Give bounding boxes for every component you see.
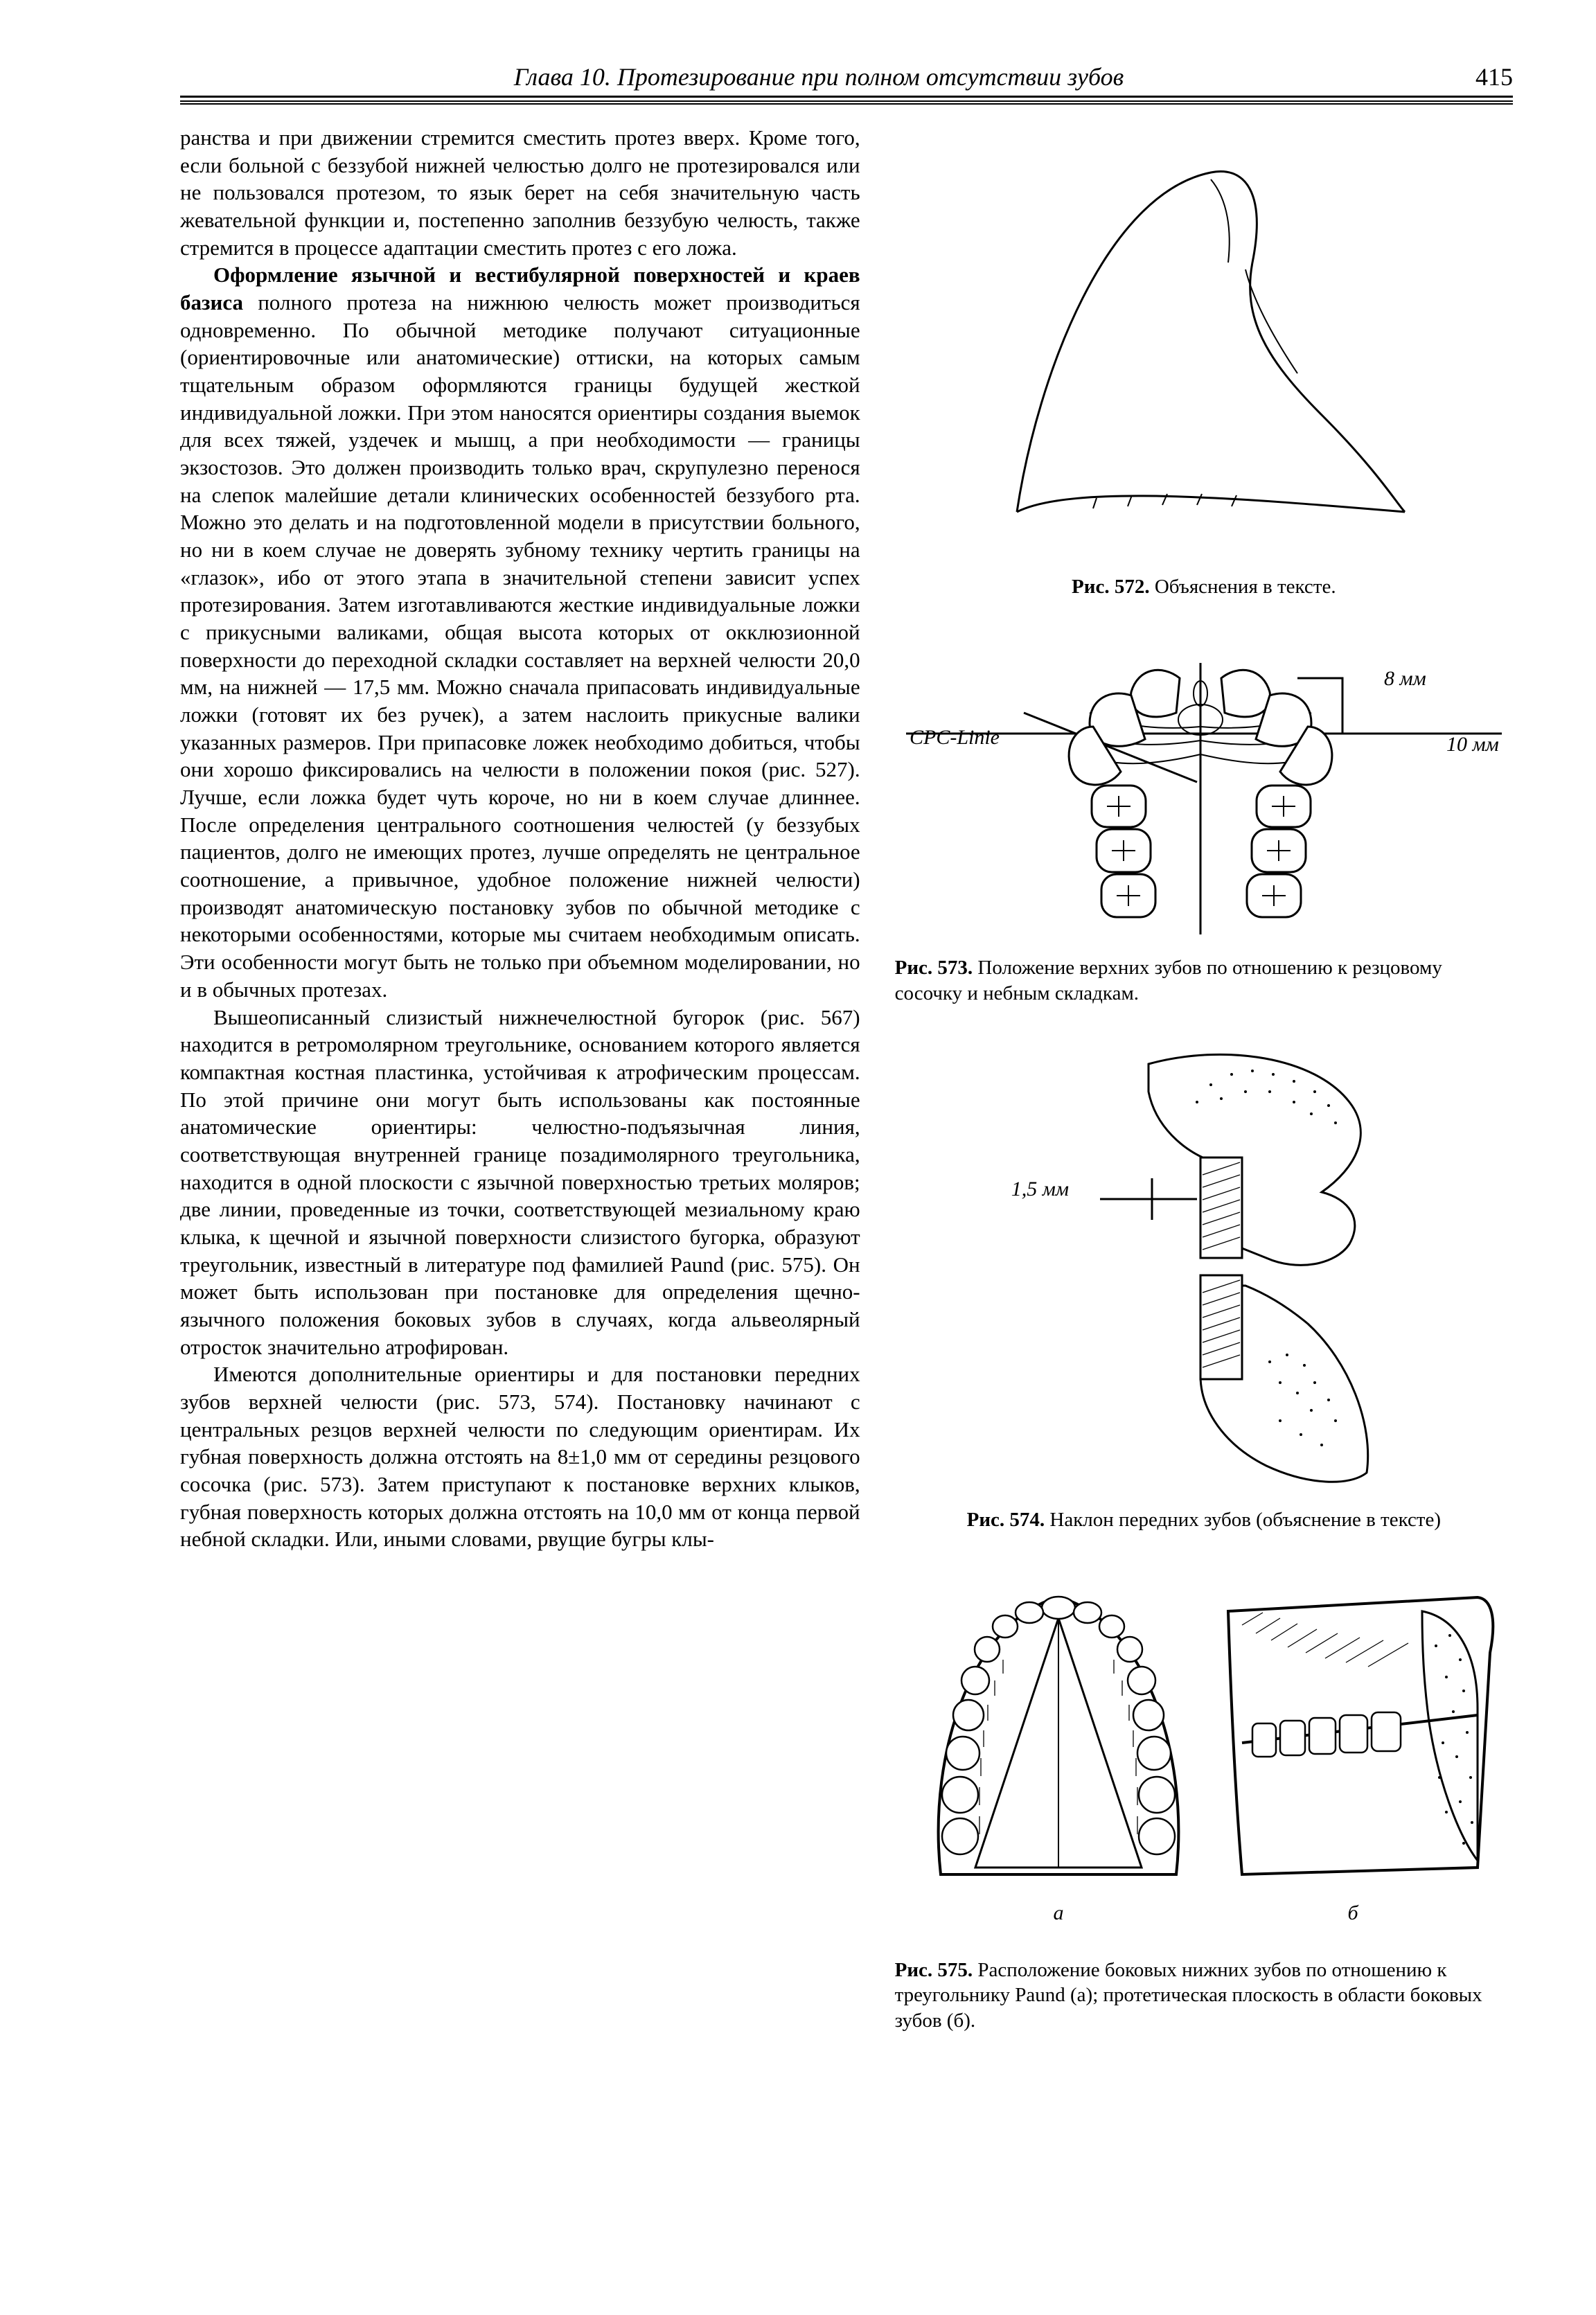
figure-572-caption-label: Рис. 572.: [1072, 576, 1150, 598]
figure-575-image: а: [899, 1563, 1509, 1951]
paragraph-2: Оформление язычной и вестибулярной повер…: [180, 261, 860, 1003]
figure-575-caption-text: Расположение боковых нижних зубов по отн…: [895, 1959, 1482, 2032]
header-rule: [180, 100, 1513, 105]
figure-575: а: [895, 1563, 1513, 2050]
figure-575-caption: Рис. 575. Расположение боковых нижних зу…: [895, 1958, 1513, 2033]
paragraph-2-rest: полного протеза на нижнюю челюсть может …: [180, 290, 860, 1002]
text-column: ранства и при движении стремится сместит…: [180, 124, 860, 2050]
fig575-label-a: а: [1053, 1901, 1063, 1924]
two-column-layout: ранства и при движении стремится сместит…: [180, 124, 1513, 2050]
fig573-label-8mm: 8 мм: [1384, 667, 1426, 690]
figure-column: Рис. 572. Объяснения в тексте. CPC-Linie…: [895, 124, 1513, 2050]
figure-574-image: 1,5 мм: [989, 1036, 1419, 1500]
figure-572-image: [955, 124, 1453, 567]
figure-574: 1,5 мм: [895, 1036, 1513, 1549]
figure-573-caption: Рис. 573. Положение верхних зубов по отн…: [895, 955, 1513, 1006]
figure-573-caption-text: Положение верхних зубов по отношению к р…: [895, 957, 1442, 1004]
figure-575-caption-label: Рис. 575.: [895, 1959, 973, 1981]
figure-572-caption: Рис. 572. Объяснения в тексте.: [895, 574, 1513, 599]
figure-574-caption-text: Наклон передних зубов (объяснение в текс…: [1045, 1509, 1441, 1531]
figure-572-caption-text: Объяснения в тексте.: [1150, 576, 1336, 598]
figure-572: Рис. 572. Объяснения в тексте.: [895, 124, 1513, 616]
figure-573-image: CPC-Linie 8 мм 10 мм: [899, 630, 1509, 948]
fig573-label-10mm: 10 мм: [1446, 733, 1499, 756]
paragraph-4: Имеются дополнительные ориентиры и для п…: [180, 1360, 860, 1553]
page-number: 415: [1457, 62, 1513, 91]
paragraph-3: Вышеописанный слизистый нижнечелюстной б…: [180, 1004, 860, 1361]
chapter-title: Глава 10. Протезирование при полном отсу…: [180, 62, 1457, 91]
figure-573-caption-label: Рис. 573.: [895, 957, 973, 979]
paragraph-1: ранства и при движении стремится сместит…: [180, 124, 860, 261]
figure-573: CPC-Linie 8 мм 10 мм: [895, 630, 1513, 1022]
fig573-label-cpc: CPC-Linie: [910, 726, 1000, 749]
figure-574-caption: Рис. 574. Наклон передних зубов (объясне…: [895, 1507, 1513, 1532]
page-header: Глава 10. Протезирование при полном отсу…: [180, 62, 1513, 98]
fig574-label-1-5mm: 1,5 мм: [1011, 1178, 1069, 1200]
figure-574-caption-label: Рис. 574.: [967, 1509, 1045, 1531]
fig575-label-b: б: [1347, 1901, 1358, 1924]
page: Глава 10. Протезирование при полном отсу…: [0, 0, 1596, 2315]
